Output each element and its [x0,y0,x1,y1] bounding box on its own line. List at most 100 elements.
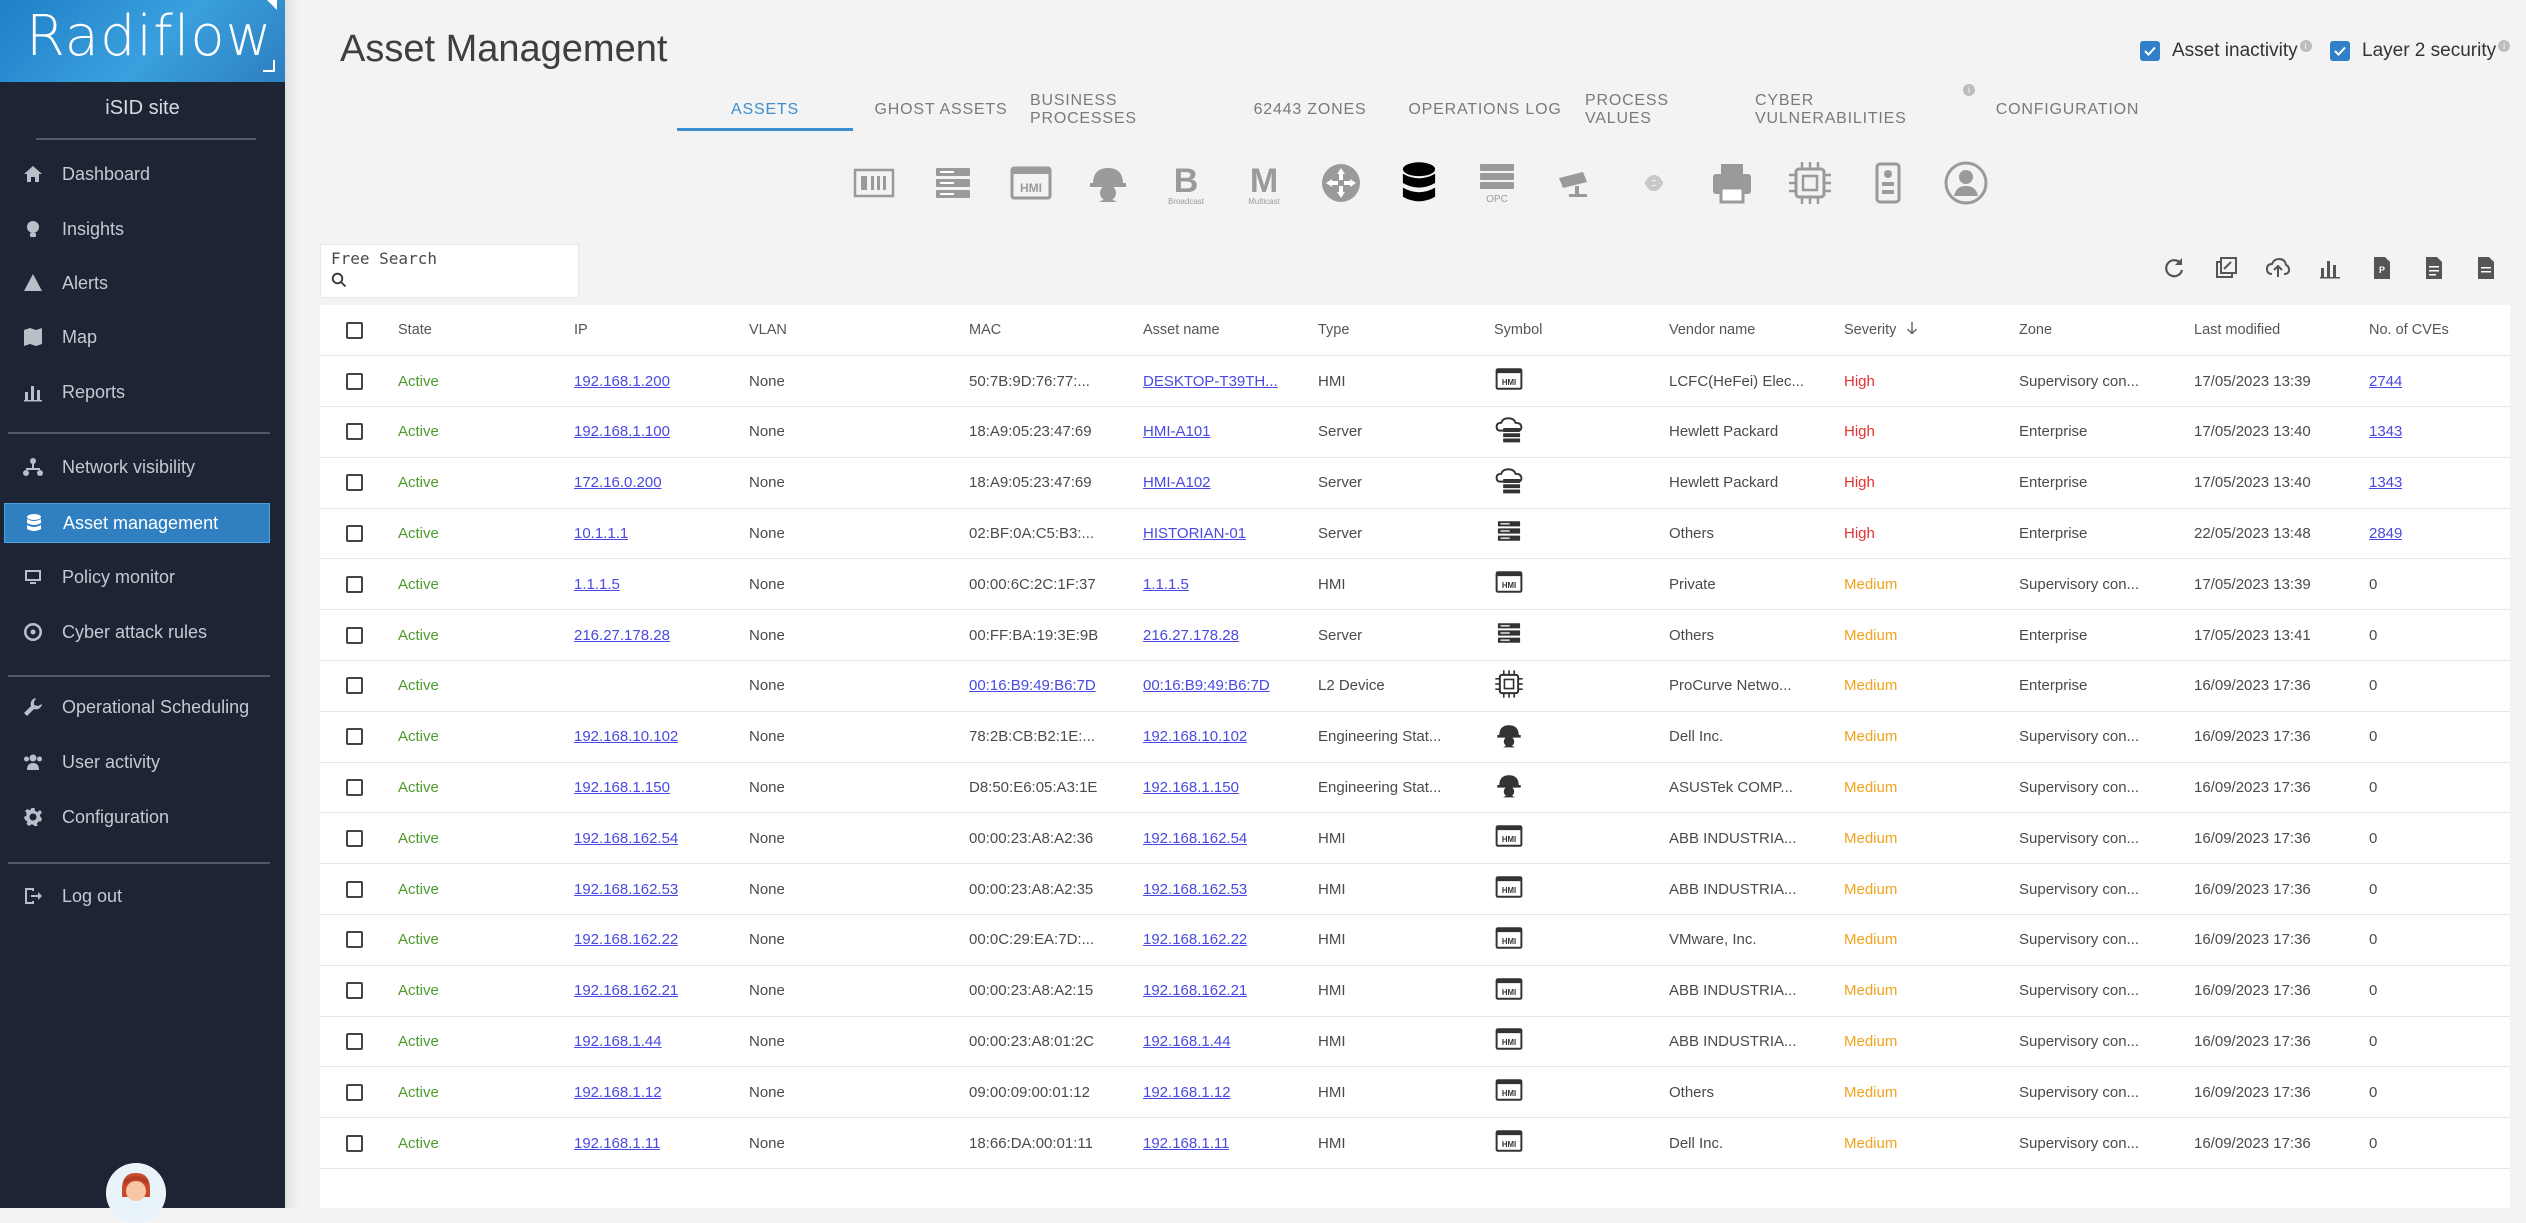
checkbox-checked-icon[interactable] [2330,41,2350,61]
cell-ip[interactable]: 192.168.1.150 [574,762,670,812]
table-row[interactable]: Active 192.168.1.12 None 09:00:09:00:01:12 1… [320,1067,2510,1119]
ip-value[interactable]: 192.168.1.44 [574,1032,662,1050]
table-row[interactable]: Active 192.168.1.44 None 00:00:23:A8:01:2C 1… [320,1016,2510,1068]
sidebar-item-reports[interactable]: Reports [4,373,268,411]
tab-ghost-assets[interactable]: GHOST ASSETS [874,101,1008,118]
table-row[interactable]: Active 192.168.1.100 None 18:A9:05:23:47:69… [320,407,2510,458]
column-header-mac[interactable]: MAC [969,305,1001,355]
user-avatar[interactable] [106,1163,166,1223]
plc-icon[interactable] [1862,160,1914,220]
mac-value[interactable]: 00:16:B9:49:B6:7D [969,677,1096,695]
tab-assets[interactable]: ASSETS [677,92,853,131]
table-row[interactable]: Active 10.1.1.1 None 02:BF:0A:C5:B3:... HIST… [320,508,2510,560]
info-icon[interactable]: i [2299,40,2312,52]
column-header-cves[interactable]: No. of CVEs [2369,305,2449,355]
row-checkbox[interactable] [346,458,363,508]
cves-value[interactable]: 2744 [2369,372,2403,390]
ip-value[interactable]: 10.1.1.1 [574,524,629,542]
name-value[interactable]: DESKTOP-T39TH... [1143,372,1278,390]
cell-cves[interactable]: 1343 [2369,458,2402,508]
cell-name[interactable]: 1.1.1.5 [1143,559,1189,609]
column-header-state[interactable]: State [398,305,432,355]
sidebar-item-user-activity[interactable]: User activity [4,743,268,781]
sidebar-item-network-visibility[interactable]: Network visibility [4,448,268,486]
ip-value[interactable]: 192.168.162.54 [574,829,679,847]
tab-cyber-vulnerabilities[interactable]: CYBER VULNERABILITIES [1755,92,1907,127]
cell-name[interactable]: HISTORIAN-01 [1143,508,1246,558]
cell-ip[interactable]: 192.168.1.12 [574,1067,662,1117]
asset-inactivity-toggle[interactable]: Asset inactivity i [2140,40,2312,62]
tab-configuration[interactable]: CONFIGURATION [1995,101,2140,118]
cell-name[interactable]: 192.168.162.21 [1143,966,1247,1016]
name-value[interactable]: 192.168.1.12 [1143,1083,1231,1101]
cell-ip[interactable]: 172.16.0.200 [574,458,662,508]
checkbox-icon[interactable] [346,575,363,593]
name-value[interactable]: 1.1.1.5 [1143,575,1189,593]
broadcast-icon[interactable]: B Broadcast [1160,160,1212,220]
chip-icon[interactable] [1784,160,1836,220]
ip-value[interactable]: 1.1.1.5 [574,575,620,593]
cves-value[interactable]: 1343 [2369,474,2403,492]
table-row[interactable]: Active 192.168.162.54 None 00:00:23:A8:A2:3… [320,813,2510,865]
document-icon[interactable] [2420,254,2448,282]
radiflow-logo[interactable]: Radiflow [0,0,285,82]
name-value[interactable]: HISTORIAN-01 [1143,524,1247,542]
ip-value[interactable]: 192.168.1.12 [574,1083,662,1101]
name-value[interactable]: 192.168.1.11 [1143,1134,1230,1152]
table-row[interactable]: Active 192.168.1.11 None 18:66:DA:00:01:11 1… [320,1118,2510,1169]
tab-business-processes[interactable]: BUSINESS PROCESSES [1030,92,1137,127]
row-checkbox[interactable] [346,915,363,965]
cves-value[interactable]: 2849 [2369,524,2403,542]
checkbox-icon[interactable] [346,880,363,898]
row-checkbox[interactable] [346,762,363,812]
sidebar-item-operational-scheduling[interactable]: Operational Scheduling [4,688,268,726]
row-checkbox[interactable] [346,813,363,863]
ip-value[interactable]: 192.168.1.100 [574,423,670,441]
table-row[interactable]: Active None 00:16:B9:49:B6:7D 00:16:B9:49:B… [320,661,2510,712]
cell-ip[interactable]: 192.168.1.11 [574,1118,660,1168]
name-value[interactable]: 192.168.162.22 [1143,931,1248,949]
checkbox-checked-icon[interactable] [2140,41,2160,61]
tab-process-values[interactable]: PROCESS VALUES [1585,92,1669,127]
server-icon[interactable] [927,160,979,220]
cell-name[interactable]: 216.27.178.28 [1143,610,1239,660]
checkbox-icon[interactable] [346,423,363,441]
cell-ip[interactable]: 216.27.178.28 [574,610,670,660]
table-row[interactable]: Active 192.168.162.21 None 00:00:23:A8:A2:1… [320,966,2510,1017]
table-row[interactable]: Active 216.27.178.28 None 00:FF:BA:19:3E:9B… [320,610,2510,661]
sidebar-item-dashboard[interactable]: Dashboard [4,155,268,193]
column-header-vendor[interactable]: Vendor name [1669,305,1755,355]
name-value[interactable]: 192.168.10.102 [1143,728,1248,746]
sidebar-item-cyber-attack-rules[interactable]: Cyber attack rules [4,613,268,651]
row-checkbox[interactable] [346,1016,363,1066]
cell-ip[interactable]: 192.168.162.21 [574,966,678,1016]
cell-name[interactable]: 192.168.1.150 [1143,762,1239,812]
database-icon[interactable] [1393,160,1445,220]
checkbox-icon[interactable] [346,1032,363,1050]
collapse-corner-icon[interactable] [267,0,277,10]
camera-icon[interactable] [1550,160,1602,220]
name-value[interactable]: HMI-A101 [1143,423,1211,441]
column-header-ip[interactable]: IP [574,305,588,355]
checkbox-icon[interactable] [346,982,363,1000]
row-checkbox[interactable] [346,966,363,1016]
column-header-type[interactable]: Type [1318,305,1349,355]
name-value[interactable]: 192.168.1.44 [1143,1032,1231,1050]
sort-descending-icon[interactable] [1906,321,1918,339]
cell-name[interactable]: 192.168.1.44 [1143,1016,1231,1066]
opc-server-icon[interactable]: OPC [1471,160,1523,220]
checkbox-icon[interactable] [346,1083,363,1101]
ip-value[interactable]: 192.168.1.11 [574,1134,661,1152]
cell-ip[interactable]: 10.1.1.1 [574,508,628,558]
table-row[interactable]: Active 192.168.162.53 None 00:00:23:A8:A2:3… [320,864,2510,915]
checkbox-icon[interactable] [346,524,363,542]
column-header-symbol[interactable]: Symbol [1494,305,1542,355]
table-row[interactable]: Active 172.16.0.200 None 18:A9:05:23:47:69 H… [320,458,2510,509]
ip-value[interactable]: 192.168.1.200 [574,372,670,390]
checkbox-icon[interactable] [346,626,363,644]
ip-value[interactable]: 192.168.162.22 [574,931,679,949]
cloud-upload-icon[interactable] [2264,254,2292,282]
cell-ip[interactable]: 192.168.162.22 [574,915,678,965]
sidebar-item-configuration[interactable]: Configuration [4,798,268,836]
row-checkbox[interactable] [346,356,363,406]
